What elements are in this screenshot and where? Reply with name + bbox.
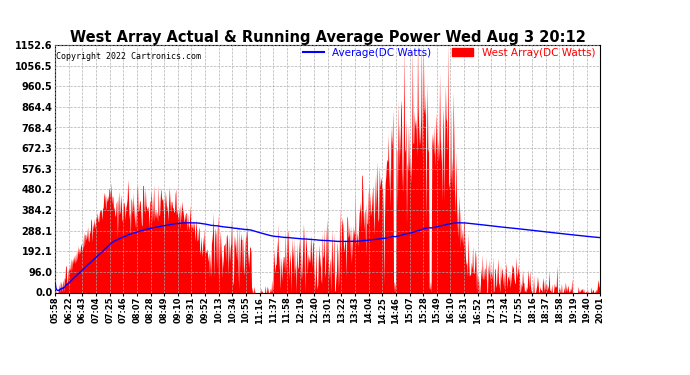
Text: Copyright 2022 Cartronics.com: Copyright 2022 Cartronics.com bbox=[57, 53, 201, 62]
Legend: Average(DC Watts), West Array(DC Watts): Average(DC Watts), West Array(DC Watts) bbox=[304, 48, 595, 58]
Title: West Array Actual & Running Average Power Wed Aug 3 20:12: West Array Actual & Running Average Powe… bbox=[70, 30, 586, 45]
